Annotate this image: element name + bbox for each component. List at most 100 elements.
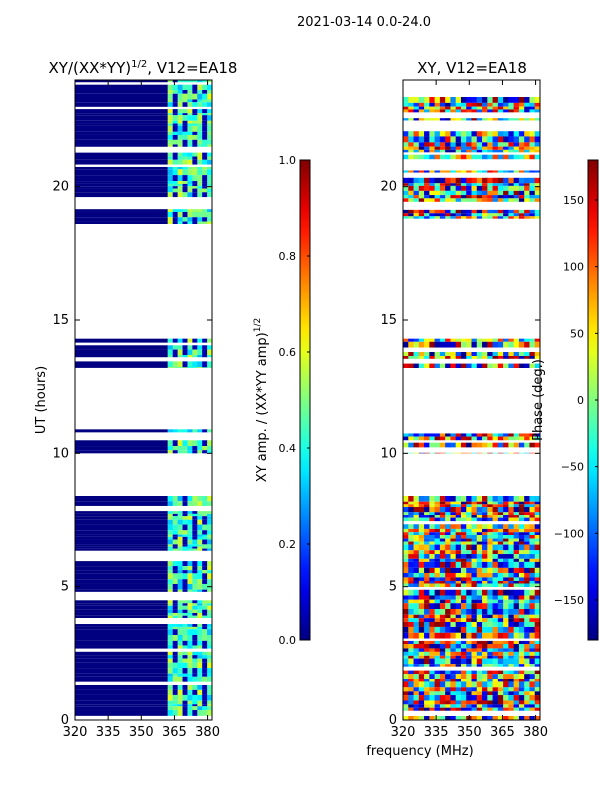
- heatmap-cell: [529, 504, 536, 508]
- heatmap-cell: [418, 603, 425, 609]
- heatmap-cell: [167, 609, 174, 613]
- heatmap-cell: [424, 209, 430, 214]
- heatmap-cell: [424, 341, 430, 348]
- heatmap-cell: [524, 603, 530, 609]
- heatmap-cell: [492, 216, 499, 219]
- heatmap-cell: [177, 181, 184, 184]
- heatmap-cell: [518, 554, 525, 559]
- heatmap-cell: [192, 706, 198, 711]
- heatmap-cell: [429, 496, 436, 502]
- heatmap-cell: [182, 338, 188, 343]
- heatmap-cell: [424, 515, 430, 518]
- heatmap-cell: [182, 536, 188, 540]
- heatmap-cell: [177, 519, 184, 525]
- heatmap-cell: [182, 440, 188, 447]
- heatmap-cell: [182, 120, 188, 124]
- heatmap-cell: [202, 640, 208, 646]
- heatmap-cell: [476, 177, 483, 184]
- heatmap-cell: [202, 181, 208, 184]
- heatmap-cell: [167, 676, 174, 682]
- heatmap-cell: [439, 515, 446, 518]
- heatmap-cell: [207, 113, 213, 116]
- heatmap-cell: [197, 113, 203, 116]
- heatmap-cell: [403, 198, 409, 202]
- heatmap-cell: [471, 442, 478, 448]
- heatmap-cell: [172, 536, 179, 540]
- heatmap-cell: [471, 695, 478, 701]
- heatmap-cell: [466, 146, 472, 150]
- heatmap-cell: [403, 614, 409, 619]
- heatmap-cell: [482, 185, 488, 191]
- heatmap-cell: [172, 566, 179, 571]
- heatmap-cell: [202, 115, 208, 121]
- heatmap-cell: [518, 621, 525, 627]
- heatmap-cell: [518, 106, 525, 110]
- heatmap-cell: [187, 640, 193, 646]
- heatmap-cell: [192, 109, 198, 114]
- heatmap-cell: [492, 674, 499, 680]
- heatmap-cell: [418, 580, 425, 584]
- heatmap-cell: [503, 146, 509, 150]
- heatmap-cell: [197, 662, 203, 669]
- left-colorbar: 0.00.20.40.60.81.0 XY amp. / (XX*YY amp)…: [253, 154, 311, 647]
- heatmap-cell: [482, 603, 488, 609]
- heatmap-cell: [439, 363, 446, 368]
- heatmap-cell: [197, 354, 203, 358]
- heatmap-cell: [513, 146, 520, 150]
- heatmap-cell: [471, 664, 478, 667]
- heatmap-cell: [207, 658, 213, 663]
- heatmap-cell: [167, 513, 174, 517]
- heatmap-cell: [492, 538, 499, 542]
- heatmap-cell: [197, 93, 203, 100]
- heatmap-cell: [508, 595, 515, 600]
- heatmap-cell: [529, 338, 536, 342]
- heatmap-cell: [508, 146, 515, 150]
- right-ytick-label: 15: [380, 313, 397, 328]
- heatmap-cell: [492, 691, 499, 696]
- heatmap-cell: [450, 558, 457, 562]
- heatmap-cell: [207, 501, 213, 506]
- heatmap-cell: [508, 118, 515, 121]
- heatmap-cell: [187, 579, 193, 584]
- heatmap-cell: [434, 655, 441, 659]
- heatmap-cell: [460, 681, 467, 688]
- heatmap-cell: [503, 142, 509, 147]
- heatmap-cell: [439, 538, 446, 542]
- heatmap-cell: [177, 615, 184, 619]
- heatmap-cell: [524, 572, 530, 578]
- heatmap-cell: [529, 670, 536, 675]
- heatmap-cell: [487, 106, 494, 110]
- heatmap-cell: [192, 120, 198, 124]
- heatmap-cell: [177, 548, 184, 551]
- heatmap-cell: [413, 655, 420, 659]
- heatmap-cell: [482, 558, 488, 562]
- heatmap-cell: [476, 209, 483, 214]
- heatmap-cell: [518, 195, 525, 199]
- heatmap-cell: [466, 109, 472, 113]
- heatmap-cell: [492, 644, 499, 649]
- heatmap-cell: [439, 136, 446, 143]
- heatmap-cell: [524, 436, 530, 441]
- heatmap-cell: [429, 704, 436, 708]
- heatmap-cell: [424, 185, 430, 191]
- heatmap-cell: [471, 363, 478, 368]
- heatmap-cell: [460, 618, 467, 622]
- heatmap-cell: [429, 501, 436, 505]
- heatmap-cell: [466, 501, 472, 505]
- heatmap-cell: [418, 550, 425, 555]
- heatmap-cell: [476, 338, 483, 342]
- heatmap-cell: [429, 109, 436, 113]
- heatmap-cell: [482, 118, 488, 121]
- heatmap-cell: [187, 544, 193, 547]
- heatmap-cell: [518, 632, 525, 639]
- heatmap-cell: [534, 524, 541, 529]
- heatmap-cell: [518, 558, 525, 562]
- heatmap-cell: [182, 548, 188, 551]
- heatmap-cell: [207, 573, 213, 580]
- heatmap-cell: [403, 512, 409, 516]
- heatmap-cell: [192, 626, 198, 630]
- heatmap-cell: [476, 550, 483, 555]
- heatmap-cell: [487, 524, 494, 529]
- heatmap-cell: [524, 608, 530, 615]
- heatmap-cell: [524, 681, 530, 688]
